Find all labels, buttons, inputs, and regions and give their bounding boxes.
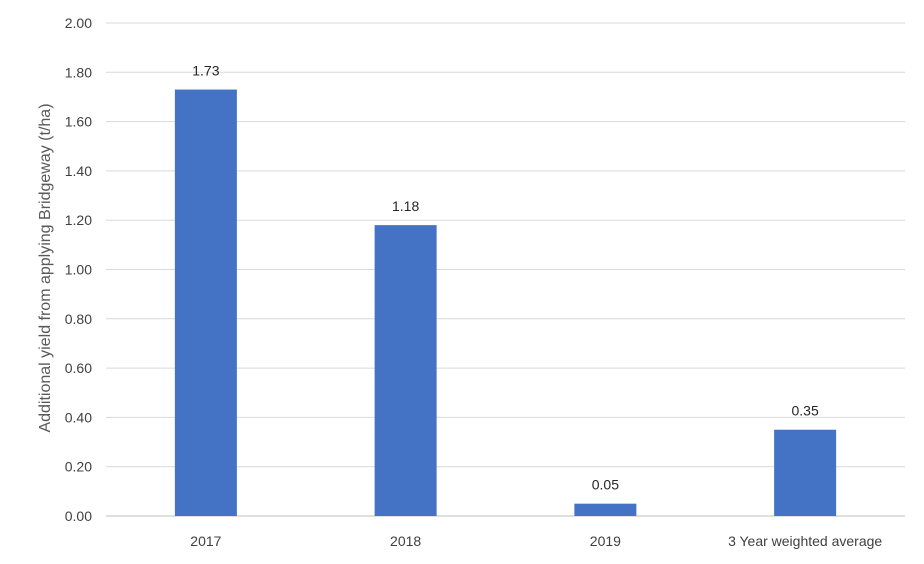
y-tick-label: 1.40: [65, 163, 92, 179]
bar: [574, 503, 637, 516]
y-tick-label: 0.20: [65, 459, 92, 475]
data-labels: 1.73 1.18 0.05 0.35: [192, 63, 819, 493]
y-tick-label: 0.00: [65, 508, 92, 524]
y-tick-label: 0.40: [65, 409, 92, 425]
x-tick-label: 2019: [590, 533, 621, 549]
x-tick-label: 2017: [190, 533, 221, 549]
y-axis-title: Additional yield from applying Bridgeway…: [37, 103, 54, 432]
data-label: 1.18: [392, 198, 419, 214]
data-label: 1.73: [192, 63, 219, 79]
bar: [174, 89, 237, 517]
x-axis-ticks: 2017 2018 2019 3 Year weighted average: [190, 533, 882, 549]
bars: [174, 89, 837, 517]
bar: [374, 225, 437, 516]
y-tick-label: 0.60: [65, 360, 92, 376]
y-tick-label: 2.00: [65, 15, 92, 31]
y-tick-label: 0.80: [65, 311, 92, 327]
x-tick-label: 3 Year weighted average: [728, 533, 882, 549]
y-tick-label: 1.80: [65, 64, 92, 80]
x-tick-label: 2018: [390, 533, 421, 549]
y-tick-label: 1.60: [65, 114, 92, 130]
y-axis-ticks: 0.00 0.20 0.40 0.60 0.80 1.00 1.20 1.40 1.60 1.80…: [65, 15, 92, 524]
gridlines: [106, 22, 905, 517]
y-tick-label: 1.00: [65, 262, 92, 278]
y-tick-label: 1.20: [65, 212, 92, 228]
bar: [774, 429, 837, 516]
data-label: 0.35: [792, 403, 819, 419]
data-label: 0.05: [592, 477, 619, 493]
